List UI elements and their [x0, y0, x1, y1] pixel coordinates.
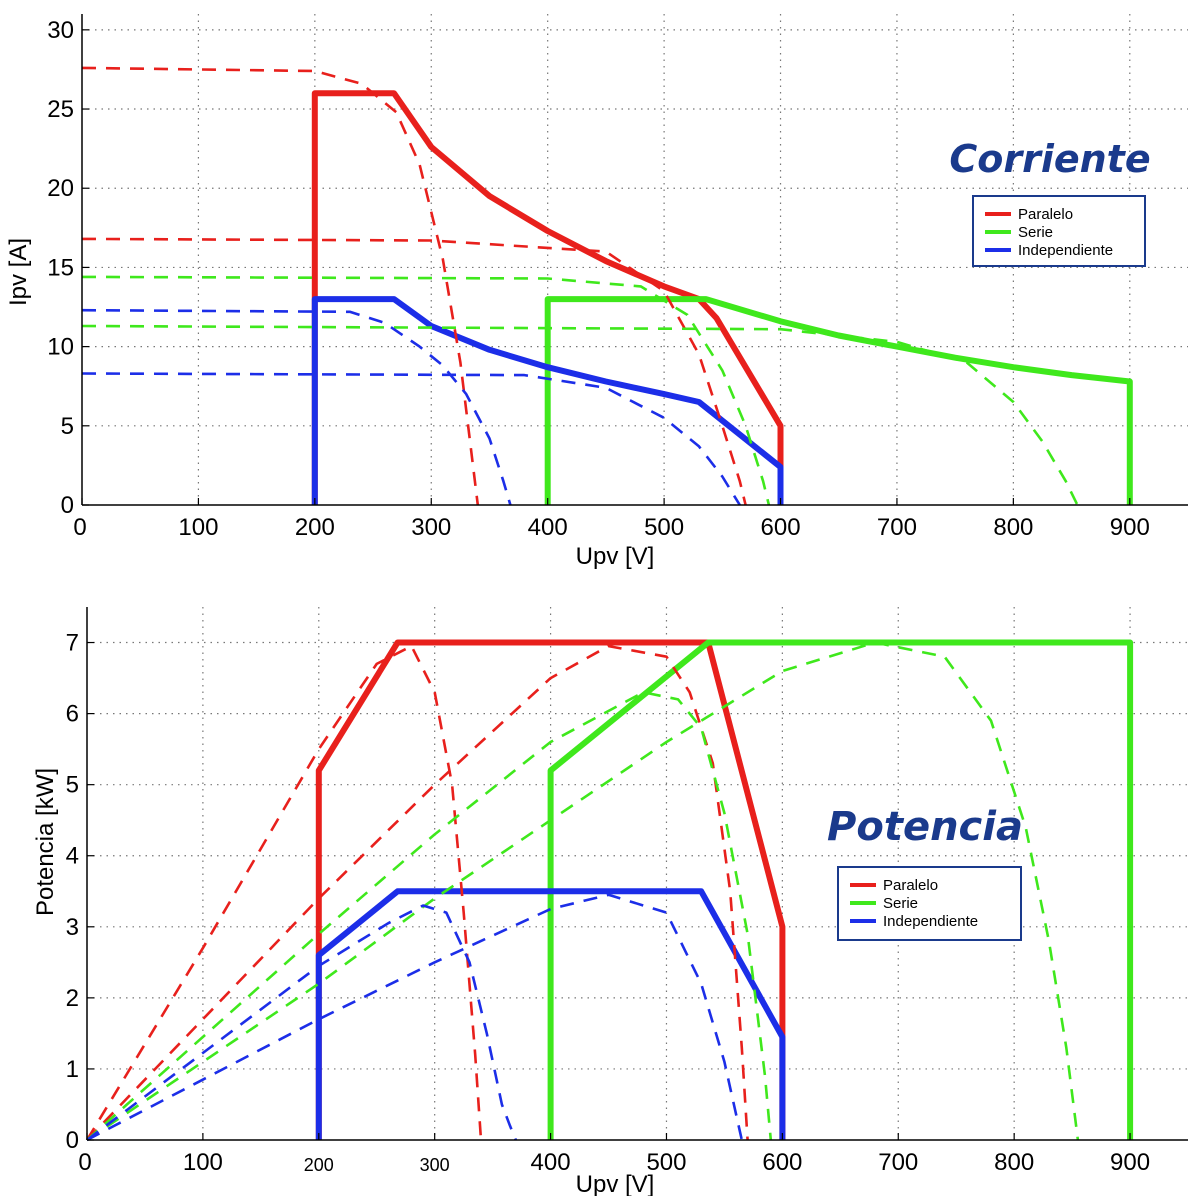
current-series-paralelo-dashed-3: [81, 66, 480, 506]
power-legend-label-independiente: Independiente: [883, 913, 978, 930]
power-title: Potencia: [827, 804, 1023, 850]
current-y-tick-10: 10: [47, 334, 74, 361]
current-y-tick-30: 30: [47, 17, 74, 44]
power-x-tick-0: 0: [78, 1149, 91, 1176]
current-x-tick-100: 100: [178, 514, 218, 541]
current-y-axis-label: Ipv [A]: [5, 238, 32, 306]
power-x-tick-600: 600: [762, 1149, 802, 1176]
power-series-paralelo-dashed-4: [86, 644, 749, 1141]
power-x-tick-200: 200: [304, 1155, 334, 1175]
power-series-paralelo-solid-0: [315, 639, 786, 1140]
power-series-serie-dashed-5: [86, 690, 773, 1141]
power-y-tick-2: 2: [66, 985, 79, 1012]
current-y-tick-20: 20: [47, 175, 74, 202]
power-y-tick-0: 0: [66, 1127, 79, 1154]
power-series-independiente-dashed-8: [86, 893, 744, 1142]
power-series-independiente-dashed-7: [86, 904, 518, 1142]
power-x-tick-800: 800: [994, 1149, 1034, 1176]
power-x-tick-500: 500: [646, 1149, 686, 1176]
current-x-tick-200: 200: [295, 514, 335, 541]
power-y-tick-3: 3: [66, 914, 79, 941]
current-series-serie-solid-1: [544, 296, 1133, 505]
power-y-tick-6: 6: [66, 701, 79, 728]
power-legend-label-paralelo: Paralelo: [883, 877, 938, 894]
current-series-serie-dashed-6: [81, 324, 1079, 506]
current-x-tick-900: 900: [1110, 514, 1150, 541]
power-series-independiente-solid-2: [315, 888, 786, 1140]
current-series-independiente-solid-2: [311, 296, 784, 505]
current-x-tick-600: 600: [761, 514, 801, 541]
power-legend-label-serie: Serie: [883, 895, 918, 912]
current-series-independiente-dashed-7: [81, 308, 512, 506]
current-x-tick-400: 400: [528, 514, 568, 541]
power-chart: 0 100 200 300 400 500 600 700 800 900 0 1 2 3 4 5 6 7 Pot…: [32, 607, 1188, 1196]
power-x-tick-400: 400: [531, 1149, 571, 1176]
power-x-axis-label: Upv [V]: [576, 1171, 655, 1196]
power-x-tick-100: 100: [183, 1149, 223, 1176]
current-title: Corriente: [949, 137, 1150, 181]
current-x-tick-700: 700: [877, 514, 917, 541]
power-y-tick-4: 4: [66, 843, 79, 870]
current-y-tick-0: 0: [61, 492, 74, 519]
current-series-serie-dashed-5: [81, 275, 771, 506]
current-x-axis-label: Upv [V]: [576, 543, 655, 570]
current-series-paralelo-solid-0: [311, 90, 784, 505]
current-series-paralelo-dashed-4: [81, 237, 747, 506]
power-y-tick-7: 7: [66, 630, 79, 657]
current-x-tick-300: 300: [411, 514, 451, 541]
current-legend-label-paralelo: Paralelo: [1018, 206, 1073, 223]
current-x-tick-0: 0: [73, 514, 86, 541]
current-y-tick-25: 25: [47, 96, 74, 123]
current-legend-label-serie: Serie: [1018, 224, 1053, 241]
current-series-independiente-dashed-8: [81, 372, 741, 506]
power-series-serie-dashed-6: [86, 641, 1080, 1142]
current-y-tick-15: 15: [47, 254, 74, 281]
power-y-tick-1: 1: [66, 1056, 79, 1083]
current-legend-label-independiente: Independiente: [1018, 242, 1113, 259]
current-x-tick-800: 800: [993, 514, 1033, 541]
power-x-tick-900: 900: [1110, 1149, 1150, 1176]
power-x-tick-700: 700: [878, 1149, 918, 1176]
current-x-tick-500: 500: [644, 514, 684, 541]
current-y-tick-5: 5: [61, 413, 74, 440]
current-chart: 0 100 200 300 400 500 600 700 800 900 0 5 10 15 20 25 30…: [5, 14, 1188, 570]
power-y-tick-5: 5: [66, 772, 79, 799]
power-series-paralelo-dashed-3: [85, 644, 483, 1141]
power-y-axis-label: Potencia [kW]: [32, 768, 59, 916]
power-x-tick-300: 300: [420, 1155, 450, 1175]
